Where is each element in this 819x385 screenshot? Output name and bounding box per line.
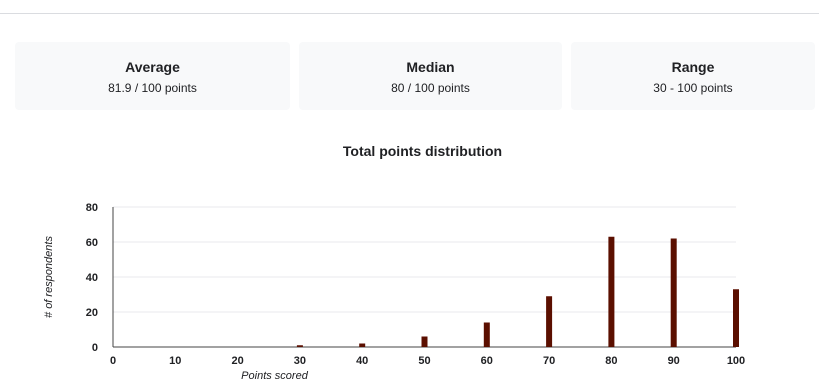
median-value: 80 / 100 points <box>391 81 470 95</box>
x-tick-label: 70 <box>543 355 555 367</box>
bar-60 <box>483 322 490 347</box>
top-divider <box>0 13 819 14</box>
range-value: 30 - 100 points <box>653 81 733 95</box>
bar-50 <box>421 336 428 347</box>
average-label: Average <box>125 59 180 75</box>
y-tick-label: 0 <box>92 342 98 354</box>
median-card: Median 80 / 100 points <box>299 42 562 110</box>
x-tick-label: 100 <box>727 355 745 367</box>
bar-40 <box>359 343 366 347</box>
x-tick-label: 50 <box>418 355 430 367</box>
x-axis-title: Points scored <box>241 370 309 382</box>
x-tick-label: 10 <box>169 355 181 367</box>
y-axis-title: # of respondents <box>43 236 55 318</box>
x-tick-label: 80 <box>605 355 617 367</box>
x-tick-label: 30 <box>294 355 306 367</box>
average-value: 81.9 / 100 points <box>108 81 197 95</box>
x-tick-label: 90 <box>668 355 680 367</box>
bar-80 <box>608 236 615 347</box>
range-label: Range <box>671 59 715 75</box>
bar-100 <box>733 289 739 347</box>
range-card: Range 30 - 100 points <box>571 42 815 110</box>
bar-90 <box>670 238 677 347</box>
y-tick-label: 80 <box>86 202 98 214</box>
bar-70 <box>546 296 553 347</box>
x-tick-label: 40 <box>356 355 368 367</box>
x-tick-label: 60 <box>481 355 493 367</box>
y-tick-label: 20 <box>86 307 98 319</box>
average-card: Average 81.9 / 100 points <box>15 42 290 110</box>
y-tick-label: 40 <box>86 272 98 284</box>
y-tick-label: 60 <box>86 237 98 249</box>
chart-title: Total points distribution <box>342 143 503 159</box>
x-tick-label: 0 <box>110 355 116 367</box>
bar-30 <box>296 345 303 347</box>
median-label: Median <box>406 59 455 75</box>
x-tick-label: 20 <box>231 355 243 367</box>
